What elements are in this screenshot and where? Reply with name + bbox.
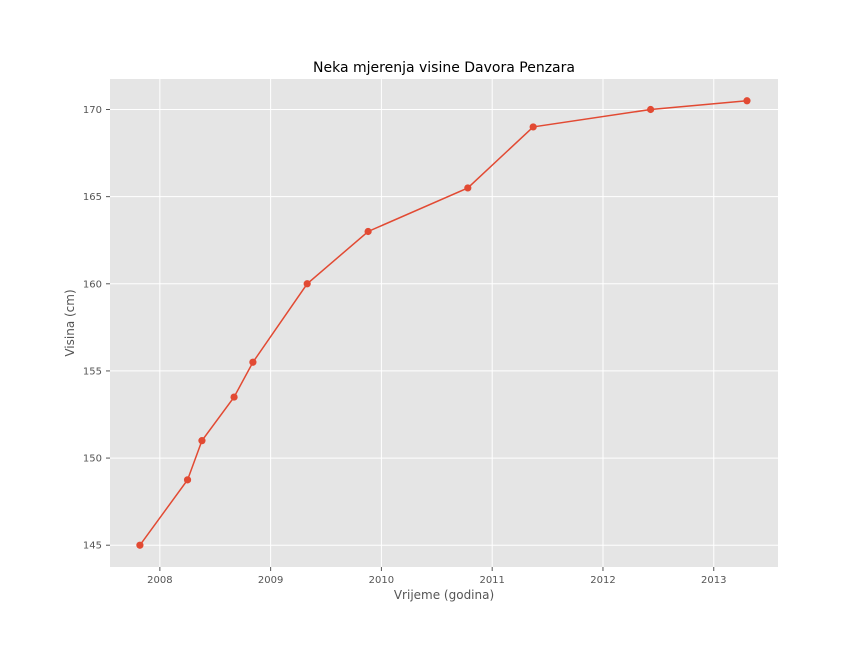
data-point	[303, 280, 311, 288]
data-point	[198, 437, 206, 445]
y-axis-label: Visina (cm)	[63, 289, 77, 356]
data-point	[249, 358, 257, 366]
data-point	[230, 393, 238, 401]
data-point	[647, 105, 655, 114]
chart-title: Neka mjerenja visine Davora Penzara	[313, 60, 575, 76]
series-group	[136, 97, 751, 549]
x-tick-label: 2010	[369, 575, 394, 586]
data-point	[136, 541, 144, 549]
grid	[110, 79, 778, 567]
x-tick-label: 2008	[147, 575, 172, 586]
x-axis: 2008 2009 2010 2011 2012 2013	[147, 567, 726, 586]
data-point	[743, 97, 751, 105]
y-tick-label: 170	[83, 105, 102, 116]
data-point	[529, 123, 537, 131]
y-axis: 145 150 155 160 165 170	[83, 105, 110, 552]
y-tick-label: 160	[83, 279, 102, 290]
x-tick-label: 2013	[701, 575, 726, 586]
x-axis-label: Vrijeme (godina)	[394, 588, 494, 602]
y-tick-label: 145	[83, 541, 102, 552]
data-point	[464, 184, 472, 192]
x-tick-label: 2009	[258, 575, 283, 586]
x-tick-label: 2011	[479, 575, 504, 586]
data-point	[183, 476, 192, 484]
y-tick-label: 155	[83, 366, 102, 377]
data-point	[364, 227, 372, 236]
y-tick-label: 165	[83, 192, 102, 203]
y-tick-label: 150	[83, 454, 102, 465]
x-tick-label: 2012	[590, 575, 615, 586]
plot-area	[110, 79, 778, 567]
